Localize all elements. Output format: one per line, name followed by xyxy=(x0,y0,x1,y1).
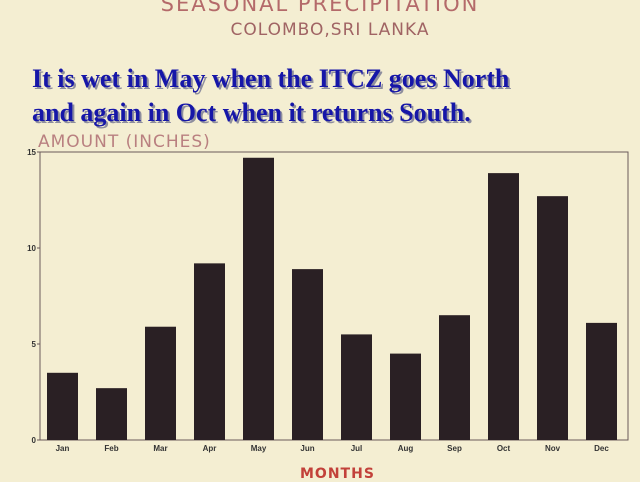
y-axis-label: AMOUNT (INCHES) xyxy=(38,132,211,152)
bar-mar xyxy=(145,326,176,440)
x-tick-label: Sep xyxy=(447,444,462,453)
annotation-text: It is wet in May when the ITCZ goes Nort… xyxy=(32,62,632,130)
bar-feb xyxy=(96,388,127,440)
bar-jun xyxy=(292,269,323,440)
chart-title: SEASONAL PRECIPITATION xyxy=(160,0,480,16)
x-tick-label: Jun xyxy=(300,444,314,453)
x-tick-label: Feb xyxy=(104,444,118,453)
x-tick-label: Jan xyxy=(56,444,70,453)
x-tick-label: Mar xyxy=(153,444,167,453)
bar-apr xyxy=(194,263,225,440)
bar-aug xyxy=(390,353,421,440)
chart-subtitle: COLOMBO,SRI LANKA xyxy=(230,20,430,40)
y-tick-label: 10 xyxy=(27,244,36,253)
annotation-line-1: It is wet in May when the ITCZ goes Nort… xyxy=(32,64,510,93)
x-tick-label: Oct xyxy=(497,444,511,453)
x-tick-label: May xyxy=(251,444,267,453)
y-tick-label: 15 xyxy=(27,148,36,157)
bar-dec xyxy=(586,322,617,440)
x-tick-label: Nov xyxy=(545,444,561,453)
bar-sep xyxy=(439,315,470,440)
annotation-line-2: and again in Oct when it returns South. xyxy=(32,98,471,127)
x-tick-label: Jul xyxy=(351,444,363,453)
x-tick-label: Dec xyxy=(594,444,609,453)
bar-jan xyxy=(47,372,78,440)
bar-jul xyxy=(341,334,372,440)
x-axis-label: MONTHS xyxy=(300,466,375,482)
x-tick-label: Aug xyxy=(398,444,414,453)
x-tick-label: Apr xyxy=(203,444,217,453)
bar-oct xyxy=(488,173,519,440)
bar-may xyxy=(243,157,274,440)
bar-nov xyxy=(537,196,568,440)
y-tick-label: 5 xyxy=(32,340,37,349)
y-tick-label: 0 xyxy=(32,436,37,445)
plot-frame xyxy=(39,151,629,441)
